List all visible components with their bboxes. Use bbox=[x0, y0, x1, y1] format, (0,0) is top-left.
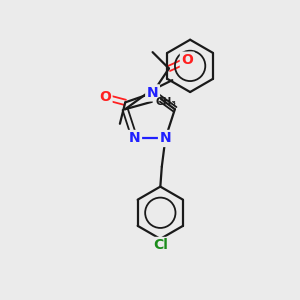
Text: N: N bbox=[147, 86, 158, 100]
Text: O: O bbox=[99, 90, 111, 104]
Text: N: N bbox=[129, 131, 140, 146]
Text: Cl: Cl bbox=[153, 238, 168, 253]
Text: O: O bbox=[182, 53, 193, 67]
Text: CH₃: CH₃ bbox=[155, 97, 176, 107]
Text: N: N bbox=[160, 131, 171, 146]
